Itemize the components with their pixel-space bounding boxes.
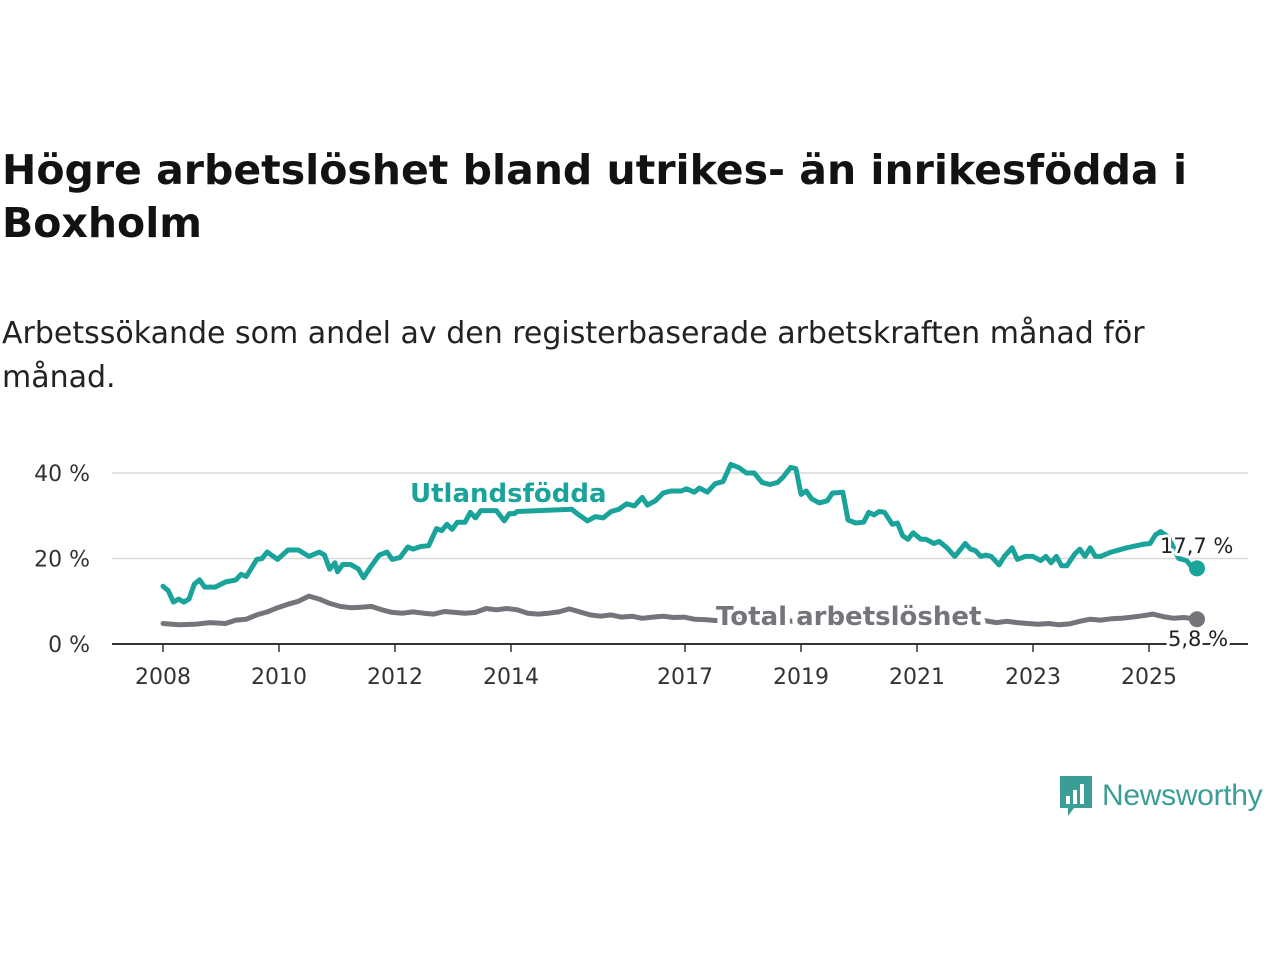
x-tick-label: 2014: [483, 665, 539, 690]
series-label-total: Total arbetslöshet: [716, 602, 981, 632]
newsworthy-logo-text: Newsworthy: [1102, 779, 1263, 812]
x-tick-label: 2017: [657, 665, 713, 690]
series-label-total-halo: Total arbetslöshet: [716, 602, 981, 632]
series-line-utlandsfodda: [160, 461, 1200, 605]
x-tick-label: 2023: [1005, 665, 1061, 690]
end-label-utlandsfodda: 17,7 %: [1160, 534, 1233, 558]
newsworthy-logo: Newsworthy: [1058, 774, 1263, 818]
axis-layer: [112, 643, 1248, 652]
series-label-utlandsfodda: Utlandsfödda: [410, 479, 607, 509]
newsworthy-logo-icon: [1060, 776, 1092, 816]
label-layer: 0 % 20 % 40 % 2008 2010 2012 2014 2017 2019 2021 2…: [34, 462, 1236, 690]
x-tick-label: 2010: [251, 665, 307, 690]
grid-layer: [112, 472, 1248, 560]
series-line-total: [160, 593, 1200, 628]
x-tick-label: 2012: [367, 665, 423, 690]
series-end-point: [1189, 560, 1205, 577]
y-tick-label: 20 %: [34, 548, 90, 573]
end-label-total-halo: 5,8 %: [1168, 627, 1228, 651]
chart-subtitle: Arbetssökande som andel av den registerb…: [2, 316, 1145, 395]
end-label-total: 5,8 %: [1168, 627, 1228, 651]
x-tick-label: 2021: [889, 665, 945, 690]
x-tick-label: 2025: [1121, 665, 1177, 690]
x-tick-label: 2019: [773, 665, 829, 690]
y-tick-label: 0 %: [48, 633, 90, 658]
y-tick-label: 40 %: [34, 462, 90, 487]
series-end-point: [1189, 611, 1205, 628]
series-layer: [160, 461, 1205, 628]
x-tick-label: 2008: [135, 665, 191, 690]
chart-title: Högre arbetslöshet bland utrikes- än inr…: [2, 146, 1187, 247]
series-label-utlandsfodda-halo: Utlandsfödda: [410, 479, 607, 509]
line-chart: 0 % 20 % 40 % 2008 2010 2012 2014 2017 2019 2021 2…: [34, 461, 1248, 690]
end-label-utlandsfodda-halo: 17,7 %: [1160, 534, 1233, 558]
